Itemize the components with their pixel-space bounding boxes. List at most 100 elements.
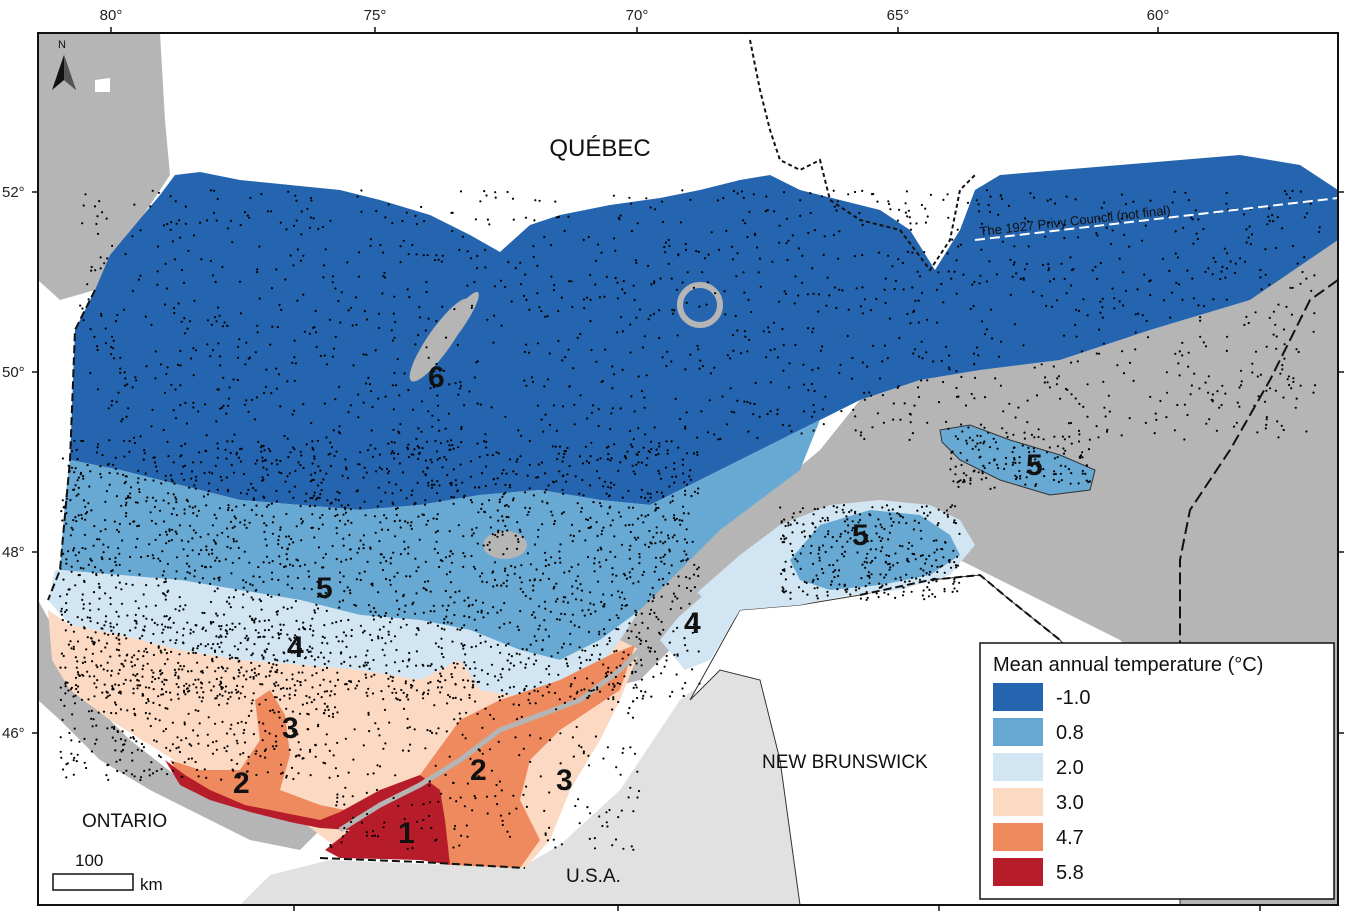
observation-point: [116, 472, 119, 475]
observation-point: [294, 600, 297, 603]
observation-point: [270, 502, 273, 505]
observation-point: [59, 736, 62, 739]
observation-point: [267, 642, 270, 645]
observation-point: [591, 682, 594, 685]
observation-point: [322, 276, 325, 279]
observation-point: [367, 376, 370, 379]
observation-point: [236, 684, 239, 688]
observation-point: [164, 727, 168, 731]
observation-point: [506, 547, 509, 550]
observation-point: [350, 820, 353, 824]
observation-point: [593, 837, 597, 840]
observation-point: [863, 391, 866, 394]
observation-point: [1154, 412, 1157, 415]
observation-point: [632, 686, 635, 690]
observation-point: [592, 404, 595, 407]
observation-point: [313, 611, 317, 614]
observation-point: [253, 667, 256, 670]
observation-point: [602, 628, 606, 631]
observation-point: [410, 494, 413, 497]
observation-point: [192, 683, 195, 686]
observation-point: [696, 453, 699, 456]
observation-point: [205, 434, 208, 437]
observation-point: [364, 661, 367, 664]
observation-point: [398, 519, 401, 522]
observation-point: [188, 684, 191, 687]
observation-point: [696, 568, 699, 571]
observation-point: [826, 590, 829, 594]
observation-point: [528, 702, 532, 705]
observation-point: [684, 368, 687, 371]
observation-point: [613, 443, 616, 446]
observation-point: [332, 347, 336, 350]
observation-point: [66, 762, 69, 765]
observation-point: [452, 697, 455, 700]
observation-point: [839, 532, 843, 536]
observation-point: [622, 847, 625, 850]
observation-point: [325, 436, 328, 439]
observation-point: [518, 754, 521, 757]
observation-point: [371, 829, 375, 833]
observation-point: [176, 631, 179, 634]
observation-point: [218, 579, 221, 582]
longitude-label: 75°: [364, 7, 387, 24]
observation-point: [658, 631, 661, 634]
observation-point: [211, 552, 214, 555]
observation-point: [962, 472, 966, 475]
observation-point: [110, 404, 113, 407]
observation-point: [117, 649, 120, 652]
observation-point: [463, 599, 466, 602]
observation-point: [784, 560, 787, 563]
observation-point: [616, 331, 619, 334]
observation-point: [381, 292, 384, 295]
observation-point: [500, 676, 503, 679]
observation-point: [1102, 380, 1105, 383]
observation-point: [377, 637, 380, 640]
observation-point: [1195, 232, 1198, 235]
observation-point: [175, 747, 178, 750]
observation-point: [408, 726, 411, 729]
observation-point: [108, 557, 111, 561]
observation-point: [399, 526, 402, 529]
observation-point: [305, 702, 309, 705]
observation-point: [866, 574, 869, 577]
observation-point: [488, 499, 491, 502]
observation-point: [252, 498, 255, 501]
observation-point: [482, 616, 485, 619]
observation-point: [1044, 235, 1047, 238]
observation-point: [550, 655, 553, 658]
observation-point: [879, 523, 882, 526]
observation-point: [490, 406, 493, 409]
observation-point: [185, 422, 188, 425]
observation-point: [90, 265, 93, 269]
observation-point: [197, 775, 200, 778]
observation-point: [969, 479, 972, 482]
observation-point: [472, 683, 475, 687]
observation-point: [171, 528, 174, 531]
observation-point: [659, 633, 662, 636]
observation-point: [926, 421, 929, 424]
observation-point: [121, 748, 125, 752]
observation-point: [213, 189, 216, 192]
observation-point: [658, 442, 661, 445]
observation-point: [407, 443, 410, 446]
observation-point: [425, 281, 428, 284]
observation-point: [242, 579, 245, 582]
observation-point: [401, 219, 404, 223]
observation-point: [183, 512, 186, 515]
observation-point: [788, 424, 791, 427]
observation-point: [783, 518, 786, 521]
observation-point: [500, 789, 503, 792]
observation-point: [293, 485, 296, 488]
observation-point: [204, 629, 207, 632]
observation-point: [114, 556, 117, 560]
observation-point: [606, 643, 609, 646]
observation-point: [426, 467, 429, 470]
observation-point: [155, 769, 158, 773]
observation-point: [587, 526, 590, 530]
observation-point: [894, 577, 897, 580]
observation-point: [519, 261, 522, 264]
observation-point: [166, 366, 169, 369]
observation-point: [455, 800, 458, 803]
observation-point: [330, 690, 333, 693]
